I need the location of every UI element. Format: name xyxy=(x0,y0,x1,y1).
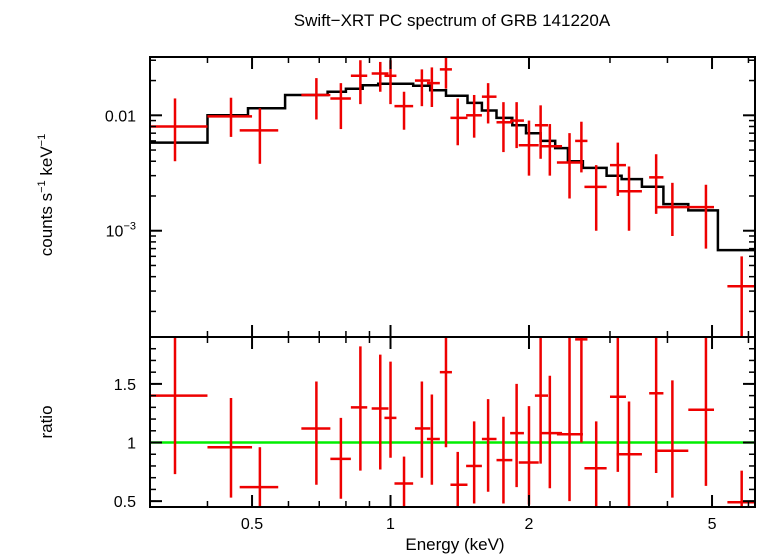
spectrum-point-19 xyxy=(534,105,549,159)
spectrum-point-12 xyxy=(439,57,452,89)
ratio-y-tick-label: 1 xyxy=(127,436,136,453)
ratio-point-5 xyxy=(330,417,351,499)
ratio-point-25 xyxy=(616,401,642,507)
spectrum-y-tick-labels: 0.01 10−3 xyxy=(105,108,136,240)
spectrum-point-26 xyxy=(649,154,664,214)
spectrum-point-28 xyxy=(688,184,715,249)
ratio-y-tick-label: 0.5 xyxy=(114,494,136,511)
ratio-point-6 xyxy=(350,346,368,471)
ratio-point-20 xyxy=(540,375,563,489)
ratio-point-15 xyxy=(481,399,497,492)
ratio-point-26 xyxy=(649,337,664,473)
spectrum-point-9 xyxy=(394,91,414,130)
ratio-axis-ticks xyxy=(149,337,755,507)
ratio-point-7 xyxy=(371,354,389,470)
ratio-point-17 xyxy=(510,383,524,488)
spectrum-point-17 xyxy=(510,102,524,149)
spectrum-point-7 xyxy=(371,61,389,92)
ratio-y-tick-label: 1.5 xyxy=(114,377,136,394)
x-axis-label: Energy (keV) xyxy=(405,535,504,554)
spectrum-point-21 xyxy=(556,133,583,199)
spectrum-point-25 xyxy=(616,166,642,231)
spectrum-point-13 xyxy=(450,98,468,146)
ratio-point-21 xyxy=(556,337,583,502)
ratio-point-9 xyxy=(394,456,414,507)
spectrum-point-20 xyxy=(540,124,563,176)
chart-title: Swift−XRT PC spectrum of GRB 141220A xyxy=(294,11,611,30)
ratio-point-22 xyxy=(575,337,588,443)
spectrum-point-14 xyxy=(466,94,482,138)
spectrum-point-16 xyxy=(496,102,513,153)
spectrum-point-5 xyxy=(330,83,351,130)
ratio-point-3 xyxy=(239,447,279,507)
spectrum-point-22 xyxy=(575,121,588,173)
spectrum-point-2 xyxy=(207,97,253,137)
spectrum-point-10 xyxy=(414,69,431,107)
spectrum-point-15 xyxy=(481,83,497,124)
spectrum-data-points xyxy=(150,57,755,337)
spectrum-point-18 xyxy=(518,120,539,176)
ratio-point-29 xyxy=(727,470,755,507)
ratio-point-24 xyxy=(609,337,626,472)
spectrum-y-tick-label: 0.01 xyxy=(105,108,136,125)
ratio-point-18 xyxy=(518,406,539,505)
ratio-point-27 xyxy=(657,380,689,498)
spectrum-point-6 xyxy=(350,60,368,105)
model-curve xyxy=(150,82,755,252)
x-tick-label: 0.5 xyxy=(241,516,263,533)
y-label-exp2: −1 xyxy=(36,134,48,147)
spectrum-point-27 xyxy=(657,182,689,237)
model-step-line xyxy=(150,82,755,252)
ratio-point-28 xyxy=(688,337,715,486)
y-label-counts: counts s xyxy=(37,193,56,256)
spectrum-point-23 xyxy=(584,165,607,231)
y-label-exp1: −1 xyxy=(36,180,48,193)
ratio-point-16 xyxy=(496,416,513,504)
ratio-axes-frame xyxy=(149,336,756,508)
spectrum-point-11 xyxy=(426,67,440,108)
power-base: 10 xyxy=(106,224,124,241)
ratio-point-1 xyxy=(150,337,208,475)
spectrum-point-24 xyxy=(609,142,626,196)
x-tick-label: 2 xyxy=(525,516,534,533)
spectrum-point-4 xyxy=(301,78,331,120)
spectrum-y-axis-label: counts s−1 keV−1 xyxy=(36,134,56,256)
ratio-point-12 xyxy=(439,337,452,448)
ratio-point-10 xyxy=(414,381,431,478)
ratio-data-points xyxy=(150,337,755,507)
ratio-point-4 xyxy=(301,381,331,485)
y-label-kev: keV xyxy=(37,146,56,181)
ratio-point-8 xyxy=(384,361,397,458)
ratio-point-14 xyxy=(466,421,482,504)
ratio-point-19 xyxy=(534,337,549,464)
x-tick-label: 5 xyxy=(708,516,717,533)
spectrum-point-1 xyxy=(150,98,208,162)
ratio-point-13 xyxy=(450,451,468,507)
spectrum-point-29 xyxy=(727,256,755,337)
ratio-tick-labels: 0.5 1 1.5 0.5 1 2 5 xyxy=(114,377,717,533)
ratio-point-2 xyxy=(207,397,253,498)
spectrum-point-3 xyxy=(239,108,279,164)
ratio-point-23 xyxy=(584,421,607,507)
spectrum-y-tick-label-power: 10−3 xyxy=(106,221,136,241)
ratio-point-11 xyxy=(426,394,440,485)
ratio-y-axis-label: ratio xyxy=(37,405,56,438)
x-tick-label: 1 xyxy=(386,516,395,533)
ratio-panel: 0.5 1 1.5 0.5 1 2 5 ratio Energy (keV) xyxy=(37,336,756,554)
power-exponent: −3 xyxy=(123,221,136,233)
